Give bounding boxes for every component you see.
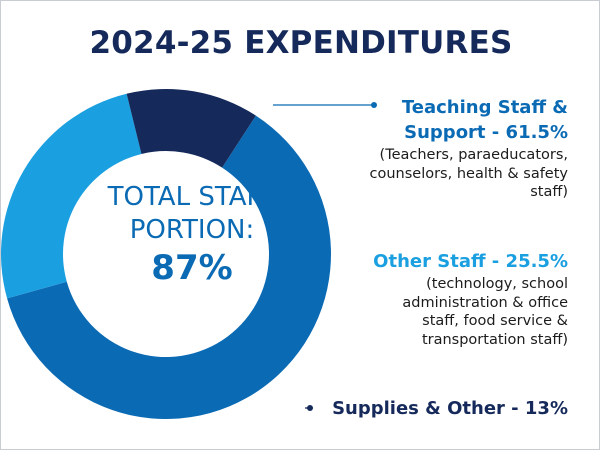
slice-supplies-other xyxy=(126,89,256,168)
leader-dot-supplies-other xyxy=(307,405,313,411)
legend-desc-teaching-staff: (Teachers, paraeducators, counselors, he… xyxy=(369,147,569,200)
center-label-text: TOTAL STAFF PORTION: xyxy=(107,182,277,245)
slice-teaching-staff xyxy=(7,115,331,419)
leader-dot-teaching-staff xyxy=(371,102,377,108)
chart-title: 2024-25 EXPENDITURES xyxy=(89,25,513,61)
slice-other-staff xyxy=(1,93,142,299)
legend-label-teaching-staff: Teaching Staff & Support - 61.5% xyxy=(401,97,568,143)
legend-label-other-staff: Other Staff - 25.5% xyxy=(373,251,568,272)
center-label: TOTAL STAFF PORTION: 87% xyxy=(101,181,283,289)
legend-desc-other-staff: (technology, school administration & off… xyxy=(402,276,568,348)
center-value: 87% xyxy=(151,248,233,288)
legend-label-supplies-other: Supplies & Other - 13% xyxy=(332,398,568,419)
